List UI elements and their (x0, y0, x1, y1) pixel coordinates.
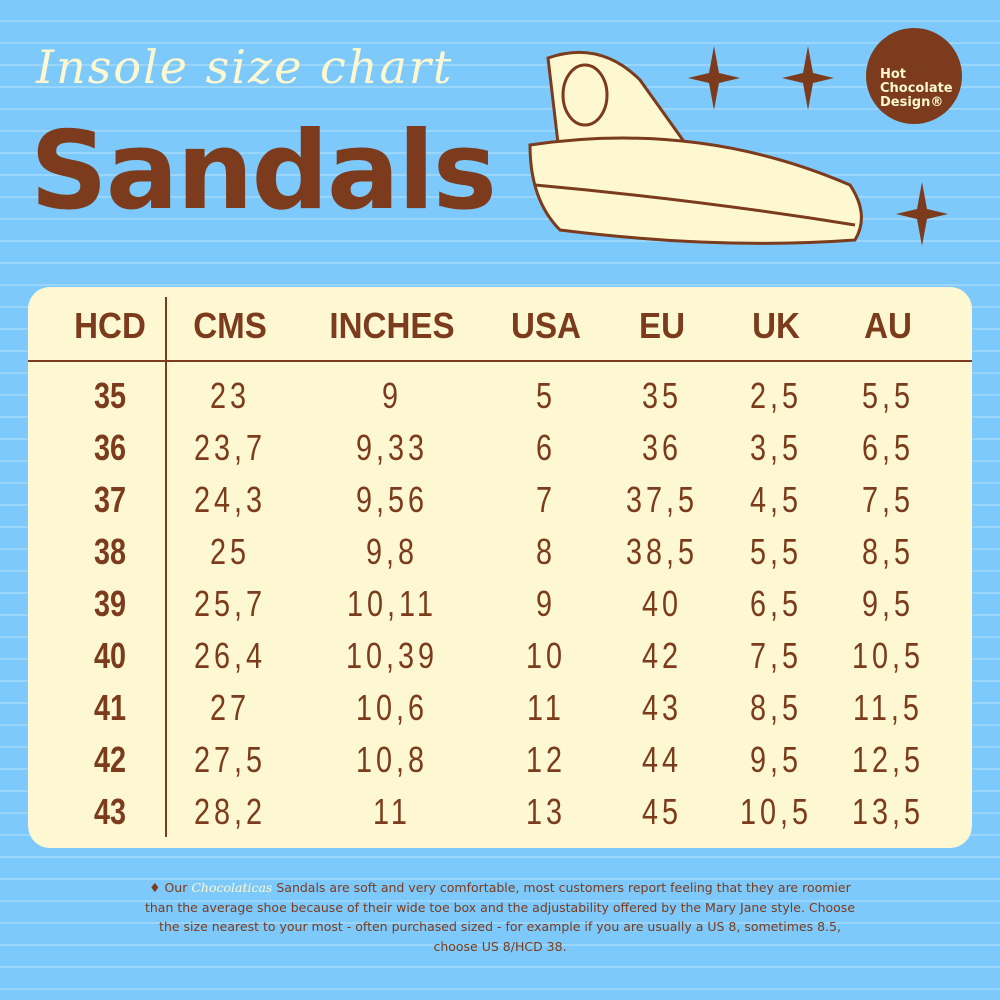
table-cell: 40 (641, 583, 683, 624)
table-cell: 9,33 (355, 427, 429, 468)
table-cell: 10,5 (851, 635, 925, 676)
table-cell: 40 (93, 635, 127, 676)
brand-name: Chocolaticas (191, 880, 273, 895)
table-cell: 9,5 (749, 739, 803, 780)
table-row: 38 25 9,8 8 38,5 5,5 8,5 (28, 527, 972, 577)
table-cell: 9,56 (355, 479, 429, 520)
table-cell: 7,5 (749, 635, 803, 676)
table-cell: 27,5 (193, 739, 267, 780)
footer-note: ♦ Our Chocolaticas Sandals are soft and … (140, 878, 860, 956)
table-cell: 13,5 (851, 791, 925, 832)
table-cell: 8 (535, 531, 557, 572)
header-divider (28, 360, 972, 362)
table-cell: 9 (381, 375, 403, 416)
table-cell: 35 (641, 375, 683, 416)
table-cell: 7,5 (861, 479, 915, 520)
table-cell: 35 (93, 375, 127, 416)
table-cell: 11 (373, 791, 411, 832)
table-cell: 5 (535, 375, 557, 416)
table-row: 37 24,3 9,56 7 37,5 4,5 7,5 (28, 475, 972, 525)
table-cell: 10,11 (347, 583, 437, 624)
table-cell: 23,7 (193, 427, 267, 468)
table-cell: 10 (525, 635, 567, 676)
table-cell: 42 (641, 635, 683, 676)
table-cell: 37,5 (625, 479, 699, 520)
table-cell: 41 (93, 687, 127, 728)
size-table: HCD CMS INCHES USA EU UK AU 35 23 9 5 35 2,5 5… (28, 287, 972, 848)
table-cell: 39 (93, 583, 127, 624)
sandal-illustration (528, 50, 863, 245)
table-cell: 6,5 (749, 583, 803, 624)
table-cell: 5,5 (749, 531, 803, 572)
decorations (528, 46, 948, 246)
table-cell: 4,5 (749, 479, 803, 520)
table-cell: 13 (525, 791, 567, 832)
table-cell: 8,5 (749, 687, 803, 728)
table-cell: 10,39 (345, 635, 439, 676)
column-divider (165, 297, 167, 837)
table-cell: 28,2 (193, 791, 267, 832)
table-cell: 24,3 (193, 479, 267, 520)
table-cell: 45 (641, 791, 683, 832)
column-header: AU (864, 305, 912, 346)
table-cell: 9 (535, 583, 557, 624)
table-cell: 6 (535, 427, 557, 468)
star-icon (688, 46, 740, 110)
table-cell: 2,5 (749, 375, 803, 416)
table-cell: 27 (209, 687, 251, 728)
table-row: 42 27,5 10,8 12 44 9,5 12,5 (28, 735, 972, 785)
star-icon (782, 46, 834, 110)
subtitle: Insole size chart (36, 40, 454, 94)
footer-bullet: ♦ Our (149, 880, 188, 895)
table-cell: 38,5 (625, 531, 699, 572)
table-cell: 42 (93, 739, 127, 780)
table-cell: 10,5 (739, 791, 813, 832)
column-header: INCHES (329, 305, 455, 346)
table-cell: 43 (641, 687, 683, 728)
table-cell: 25 (209, 531, 251, 572)
table-cell: 3,5 (749, 427, 803, 468)
column-header: USA (511, 305, 581, 346)
table-cell: 25,7 (193, 583, 267, 624)
table-row: 43 28,2 11 13 45 10,5 13,5 (28, 787, 972, 837)
table-cell: 11,5 (853, 687, 923, 728)
table-cell: 11 (527, 687, 565, 728)
table-cell: 23 (209, 375, 251, 416)
table-cell: 9,5 (861, 583, 915, 624)
table-cell: 43 (93, 791, 127, 832)
table-cell: 36 (641, 427, 683, 468)
table-cell: 37 (93, 479, 127, 520)
page-title: Sandals (30, 109, 497, 234)
column-header: CMS (193, 305, 267, 346)
table-cell: 36 (93, 427, 127, 468)
table-cell: 5,5 (861, 375, 915, 416)
column-header: HCD (74, 305, 146, 346)
column-header: EU (638, 305, 685, 346)
table-row: 40 26,4 10,39 10 42 7,5 10,5 (28, 631, 972, 681)
table-cell: 10,6 (355, 687, 429, 728)
table-cell: 12 (525, 739, 567, 780)
table-row: 39 25,7 10,11 9 40 6,5 9,5 (28, 579, 972, 629)
table-row: 36 23,7 9,33 6 36 3,5 6,5 (28, 423, 972, 473)
table-cell: 9,8 (365, 531, 419, 572)
table-cell: 26,4 (193, 635, 267, 676)
table-cell: 6,5 (861, 427, 915, 468)
table-row: 35 23 9 5 35 2,5 5,5 (28, 371, 972, 421)
table-cell: 7 (535, 479, 557, 520)
table-header: HCD CMS INCHES USA EU UK AU (28, 301, 972, 351)
star-icon (896, 182, 948, 246)
brand-logo: Hot Chocolate Design® (866, 28, 962, 124)
footer-text: Sandals are soft and very comfortable, m… (144, 880, 856, 954)
table-cell: 38 (93, 531, 127, 572)
table-cell: 44 (641, 739, 683, 780)
table-cell: 8,5 (861, 531, 915, 572)
table-cell: 10,8 (355, 739, 429, 780)
table-cell: 12,5 (851, 739, 925, 780)
column-header: UK (752, 305, 800, 346)
table-row: 41 27 10,6 11 43 8,5 11,5 (28, 683, 972, 733)
